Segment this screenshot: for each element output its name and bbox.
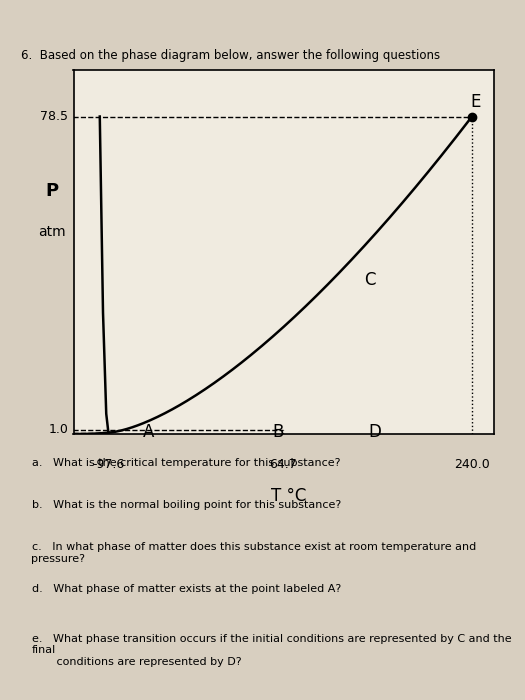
Text: 6.  Based on the phase diagram below, answer the following questions: 6. Based on the phase diagram below, ans… [21,49,440,62]
Text: C: C [364,272,375,289]
Text: P: P [45,182,58,200]
Text: b.   What is the normal boiling point for this substance?: b. What is the normal boiling point for … [32,500,341,510]
Text: 1.0: 1.0 [48,424,68,437]
Text: B: B [272,423,284,441]
Text: 78.5: 78.5 [40,110,68,123]
Text: c.   In what phase of matter does this substance exist at room temperature and p: c. In what phase of matter does this sub… [32,542,476,564]
Text: e.   What phase transition occurs if the initial conditions are represented by C: e. What phase transition occurs if the i… [32,634,511,666]
Text: atm: atm [38,225,66,239]
Text: a.   What is the critical temperature for this substance?: a. What is the critical temperature for … [32,458,340,468]
Text: A: A [143,423,154,441]
Text: 64.7: 64.7 [269,458,297,471]
Text: T °C: T °C [271,486,307,505]
Text: -97.6: -97.6 [92,458,124,471]
Text: d.   What phase of matter exists at the point labeled A?: d. What phase of matter exists at the po… [32,584,341,594]
Text: E: E [470,93,480,111]
Text: D: D [369,423,382,441]
Text: 240.0: 240.0 [454,458,490,471]
